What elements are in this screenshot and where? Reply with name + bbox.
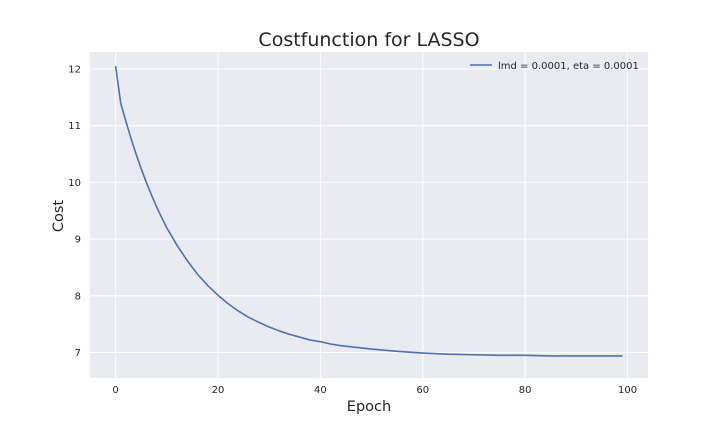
x-axis-label: Epoch xyxy=(347,399,391,415)
chart-title: Costfunction for LASSO xyxy=(258,29,479,51)
x-tick-labels: 0 20 40 60 80 100 xyxy=(112,385,637,396)
y-tick-labels: 7 8 9 10 11 12 xyxy=(68,65,81,359)
legend: lmd = 0.0001, eta = 0.0001 xyxy=(470,61,639,72)
x-tick-label: 100 xyxy=(618,385,637,396)
y-tick-label: 7 xyxy=(75,348,81,359)
grid-lines-x xyxy=(115,52,629,378)
series-line-1 xyxy=(114,66,623,357)
plot-background xyxy=(90,52,648,378)
y-tick-label: 10 xyxy=(68,178,81,189)
y-axis-label: Cost xyxy=(51,200,67,233)
y-tick-label: 12 xyxy=(68,65,81,76)
grid-lines-y xyxy=(90,68,648,353)
y-tick-label: 8 xyxy=(75,291,81,302)
x-tick-label: 40 xyxy=(314,385,327,396)
x-tick-label: 20 xyxy=(212,385,225,396)
y-tick-label: 9 xyxy=(75,235,81,246)
legend-label-series-1: lmd = 0.0001, eta = 0.0001 xyxy=(498,61,639,72)
x-tick-label: 80 xyxy=(519,385,532,396)
series-layer xyxy=(114,66,623,357)
x-tick-label: 0 xyxy=(112,385,118,396)
y-tick-label: 11 xyxy=(68,121,81,132)
x-tick-label: 60 xyxy=(416,385,429,396)
